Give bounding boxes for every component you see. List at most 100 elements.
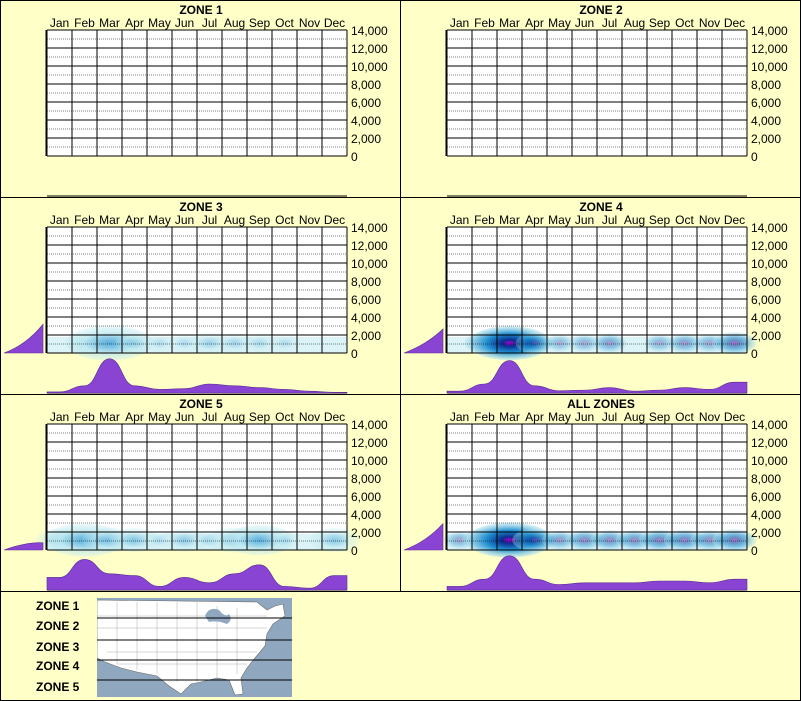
month-label: Dec: [724, 213, 745, 227]
great-lakes: [205, 608, 231, 624]
legend-zone-4: ZONE 4: [36, 659, 80, 673]
map-land: [97, 599, 286, 696]
y-tick-label: 8,000: [351, 275, 381, 289]
zone-chart-svg: ZONE 5 Jan Feb Mar Apr May Jun Jul Aug Sep Oct Nov D…: [3, 397, 388, 591]
y-tick-label: 14,000: [751, 221, 788, 235]
month-label: Feb: [474, 213, 495, 227]
y-tick-label: 0: [751, 347, 758, 361]
month-label: Aug: [224, 213, 245, 227]
month-label: Dec: [324, 410, 345, 424]
elevation-profile: [3, 323, 44, 354]
y-tick-label: 4,000: [351, 114, 381, 128]
y-tick-label: 2,000: [351, 132, 381, 146]
zone-panel-4: ZONE 4 Jan Feb Mar Apr May Jun Jul Aug Sep Oct Nov D…: [400, 197, 801, 395]
month-label: Oct: [675, 213, 694, 227]
month-label: Dec: [724, 16, 745, 30]
y-tick-label: 10,000: [351, 454, 388, 468]
month-label: Jun: [575, 16, 594, 30]
zone-boundaries: [97, 617, 292, 681]
month-label: Oct: [275, 410, 294, 424]
elevation-profile: [3, 542, 44, 551]
y-tick-label: 8,000: [751, 275, 781, 289]
y-tick-label: 2,000: [351, 526, 381, 540]
zone-panel-3: ZONE 3 Jan Feb Mar Apr May Jun Jul Aug Sep Oct Nov D…: [0, 197, 401, 395]
heat-cell: [215, 333, 254, 354]
y-tick-label: 2,000: [751, 526, 781, 540]
month-label: Apr: [525, 410, 544, 424]
y-tick-label: 0: [351, 150, 358, 164]
heat-cell: [515, 333, 554, 354]
month-label: Dec: [724, 410, 745, 424]
y-tick-label: 12,000: [751, 239, 788, 253]
month-label: Feb: [74, 410, 95, 424]
month-label: Mar: [499, 410, 520, 424]
monthly-profile: [446, 360, 748, 394]
month-label: Jun: [175, 213, 194, 227]
y-tick-label: 8,000: [751, 472, 781, 486]
month-label: Apr: [125, 410, 144, 424]
month-label: Oct: [675, 410, 694, 424]
heat-cell: [644, 334, 675, 352]
month-label: May: [148, 410, 171, 424]
monthly-profile: [46, 358, 348, 394]
month-label: Jan: [450, 16, 469, 30]
y-tick-label: 10,000: [751, 454, 788, 468]
zone-panel-5: ZONE 5 Jan Feb Mar Apr May Jun Jul Aug Sep Oct Nov D…: [0, 394, 401, 592]
zone-panel-2: ZONE 2 Jan Feb Mar Apr May Jun Jul Aug Sep Oct Nov D…: [400, 0, 801, 198]
y-tick-label: 4,000: [351, 508, 381, 522]
y-tick-label: 6,000: [351, 293, 381, 307]
month-label: Apr: [125, 16, 144, 30]
month-label: Aug: [624, 213, 645, 227]
legend-zone-3: ZONE 3: [36, 640, 80, 654]
month-label: Jul: [602, 410, 617, 424]
month-label: Mar: [499, 213, 520, 227]
us-zone-map: [97, 598, 292, 697]
elevation-profile: [403, 328, 444, 354]
month-label: Dec: [324, 16, 345, 30]
month-label: Nov: [299, 410, 320, 424]
y-tick-label: 14,000: [351, 24, 388, 38]
y-tick-label: 14,000: [351, 418, 388, 432]
y-tick-label: 6,000: [751, 293, 781, 307]
y-tick-label: 6,000: [751, 96, 781, 110]
month-label: Aug: [224, 16, 245, 30]
y-tick-label: 12,000: [351, 436, 388, 450]
monthly-profile: [46, 559, 348, 591]
month-label: Mar: [99, 213, 120, 227]
monthly-profile: [446, 555, 748, 591]
month-label: Feb: [474, 16, 495, 30]
zone-chart-svg: ZONE 4 Jan Feb Mar Apr May Jun Jul Aug Sep Oct Nov D…: [403, 200, 788, 394]
month-label: Mar: [99, 16, 120, 30]
y-tick-label: 4,000: [351, 311, 381, 325]
y-tick-label: 0: [751, 544, 758, 558]
y-tick-label: 10,000: [351, 257, 388, 271]
heat-cell: [592, 333, 627, 353]
month-label: Mar: [99, 410, 120, 424]
y-tick-label: 14,000: [751, 24, 788, 38]
month-label: May: [148, 16, 171, 30]
month-label: Sep: [649, 213, 671, 227]
y-tick-label: 14,000: [751, 418, 788, 432]
month-label: Nov: [699, 410, 720, 424]
y-tick-label: 14,000: [351, 221, 388, 235]
month-label: Apr: [125, 213, 144, 227]
y-tick-label: 10,000: [751, 257, 788, 271]
month-label: Jul: [202, 410, 217, 424]
month-label: Feb: [74, 213, 95, 227]
y-tick-label: 12,000: [351, 239, 388, 253]
zone-title: ZONE 5: [179, 397, 223, 411]
y-tick-label: 12,000: [751, 42, 788, 56]
heat-cell: [268, 334, 301, 353]
month-label: Nov: [699, 16, 720, 30]
month-label: Jun: [175, 410, 194, 424]
y-tick-label: 12,000: [751, 436, 788, 450]
zone-title: ZONE 1: [179, 3, 223, 17]
month-label: Jan: [50, 16, 69, 30]
month-label: Oct: [275, 213, 294, 227]
y-tick-label: 10,000: [751, 60, 788, 74]
month-label: May: [548, 410, 571, 424]
zone-panel-1: ZONE 1 Jan Feb Mar Apr May Jun Jul Aug Sep Oct Nov D…: [0, 0, 401, 198]
month-label: Nov: [299, 16, 320, 30]
heat-cell: [242, 333, 277, 353]
zone-title: ZONE 4: [579, 200, 623, 214]
